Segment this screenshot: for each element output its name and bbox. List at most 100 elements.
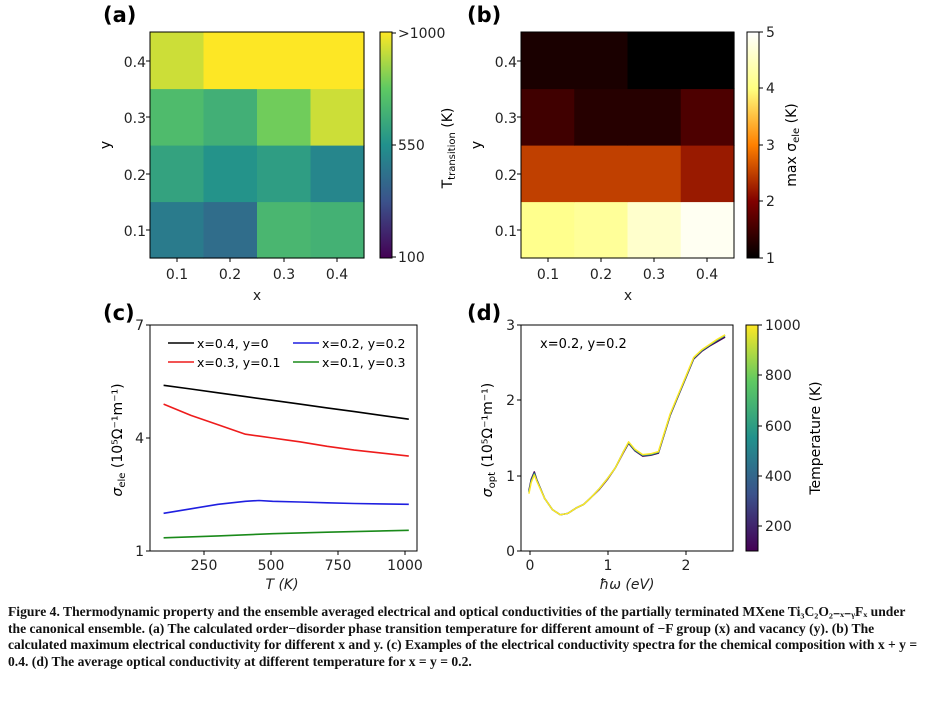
- panel-d: (d) x=0.2, y=0.2 0 1 2 ħω (eV) 0 1 2 3 σ…: [467, 301, 824, 593]
- colorbar-d-tick: 600: [765, 419, 792, 435]
- heatmap-cell: [310, 201, 365, 259]
- legend-c: x=0.4, y=0 x=0.2, y=0.2 x=0.3, y=0.1 x=0…: [168, 336, 405, 370]
- heatmap-cell: [680, 145, 735, 203]
- legend-label: x=0.4, y=0: [197, 336, 269, 351]
- panel-d-label: (d): [467, 301, 501, 325]
- b-ytick: 0.3: [495, 111, 517, 127]
- figure-caption: Figure 4. Thermodynamic property and the…: [8, 604, 920, 670]
- series-line: [528, 334, 726, 516]
- d-ytick: 1: [506, 469, 515, 485]
- c-xtick: 250: [191, 558, 218, 574]
- panel-a: (a) 0.1 0.2 0.3 0.4 x 0.1 0.2 0.3 0.4 y: [98, 3, 458, 304]
- b-xtick: 0.3: [643, 267, 665, 283]
- colorbar-a-label: Ttransition (K): [440, 108, 458, 190]
- a-xtick: 0.1: [166, 267, 188, 283]
- colorbar-d: [745, 324, 759, 552]
- c-ytick: 7: [135, 318, 144, 334]
- heatmap-cell: [627, 145, 682, 203]
- a-ytick: 0.2: [124, 168, 146, 184]
- colorbar-b-tick: 1: [766, 251, 775, 267]
- panel-b: (b) 0.1 0.2 0.3 0.4 x 0.1 0.2 0.3 0.4 y: [467, 3, 802, 304]
- heatmap-cell: [627, 88, 682, 146]
- heatmap-cell: [680, 88, 735, 146]
- legend-label: x=0.1, y=0.3: [322, 355, 405, 370]
- plot-c-lines: [163, 384, 409, 539]
- d-xtick: 0: [526, 558, 535, 574]
- b-ylabel: y: [469, 141, 485, 149]
- heatmap-cell: [680, 32, 735, 90]
- colorbar-d-tick: 400: [765, 469, 792, 485]
- a-xlabel: x: [253, 288, 261, 304]
- heatmap-cell: [203, 145, 258, 203]
- heatmap-b-frame: [520, 31, 735, 259]
- d-ytick: 3: [506, 318, 515, 334]
- a-xtick: 0.4: [326, 267, 348, 283]
- plot-d-frame: [520, 324, 734, 552]
- heatmap-cell: [574, 32, 629, 90]
- heatmap-cell: [150, 88, 205, 146]
- colorbar-b-tick: 3: [766, 138, 775, 154]
- b-xtick: 0.2: [590, 267, 612, 283]
- heatmap-cell: [203, 201, 258, 259]
- panel-b-label: (b): [467, 3, 501, 27]
- heatmap-cell: [203, 32, 258, 90]
- colorbar-b-label: max σele (K): [784, 103, 802, 186]
- heatmap-cell: [310, 145, 365, 203]
- c-ytick: 1: [135, 544, 144, 560]
- b-xtick: 0.1: [537, 267, 559, 283]
- heatmap-cell: [680, 201, 735, 259]
- heatmap-a-frame: [149, 31, 365, 259]
- a-ytick: 0.3: [124, 111, 146, 127]
- b-xlabel: x: [624, 288, 632, 304]
- heatmap-cell: [310, 32, 365, 90]
- heatmap-cell: [203, 88, 258, 146]
- heatmap-cell: [521, 32, 575, 90]
- heatmap-b-cells: [521, 32, 735, 259]
- d-xtick: 2: [682, 558, 691, 574]
- heatmap-cell: [521, 201, 575, 259]
- heatmap-cell: [574, 88, 629, 146]
- d-ylabel: σopt (10⁵Ω⁻¹m⁻¹): [480, 383, 498, 497]
- colorbar-b-tick: 4: [766, 81, 775, 97]
- b-ytick: 0.2: [495, 168, 517, 184]
- heatmap-cell: [627, 201, 682, 259]
- heatmap-cell: [150, 32, 205, 90]
- c-ylabel: σele (10⁵Ω⁻¹m⁻¹): [110, 383, 128, 496]
- d-xtick: 1: [604, 558, 613, 574]
- colorbar-b-tick: 5: [766, 25, 775, 41]
- c-xlabel: T (K): [265, 577, 298, 593]
- heatmap-cell: [257, 88, 312, 146]
- b-ytick: 0.4: [495, 55, 517, 71]
- series-line: [163, 384, 409, 420]
- series-line: [528, 334, 726, 516]
- a-ytick: 0.1: [124, 224, 146, 240]
- series-line: [528, 336, 726, 516]
- heatmap-cell: [521, 145, 575, 203]
- colorbar-d-tick: 1000: [765, 318, 801, 334]
- heatmap-cell: [521, 88, 575, 146]
- c-xtick: 1000: [387, 558, 423, 574]
- colorbar-d-tick: 200: [765, 519, 792, 535]
- plot-d-lines: [528, 334, 726, 516]
- colorbar-a-tick: 100: [398, 250, 425, 266]
- a-ylabel: y: [98, 141, 114, 149]
- heatmap-a-cells: [150, 32, 365, 259]
- series-line: [163, 499, 409, 515]
- heatmap-cell: [574, 145, 629, 203]
- c-xtick: 500: [258, 558, 285, 574]
- colorbar-a-tick: >1000: [398, 26, 445, 42]
- heatmap-cell: [257, 145, 312, 203]
- heatmap-cell: [257, 201, 312, 259]
- d-xlabel: ħω (eV): [599, 577, 654, 593]
- colorbar-b: [746, 31, 760, 259]
- figure-canvas: (a) 0.1 0.2 0.3 0.4 x 0.1 0.2 0.3 0.4 y: [98, 3, 824, 593]
- b-xtick: 0.4: [696, 267, 718, 283]
- heatmap-cell: [574, 201, 629, 259]
- colorbar-a-tick: 550: [398, 138, 425, 154]
- c-ytick: 4: [135, 431, 144, 447]
- heatmap-cell: [150, 201, 205, 259]
- series-line: [163, 529, 409, 539]
- series-line: [163, 403, 409, 457]
- d-ytick: 2: [506, 393, 515, 409]
- heatmap-cell: [627, 32, 682, 90]
